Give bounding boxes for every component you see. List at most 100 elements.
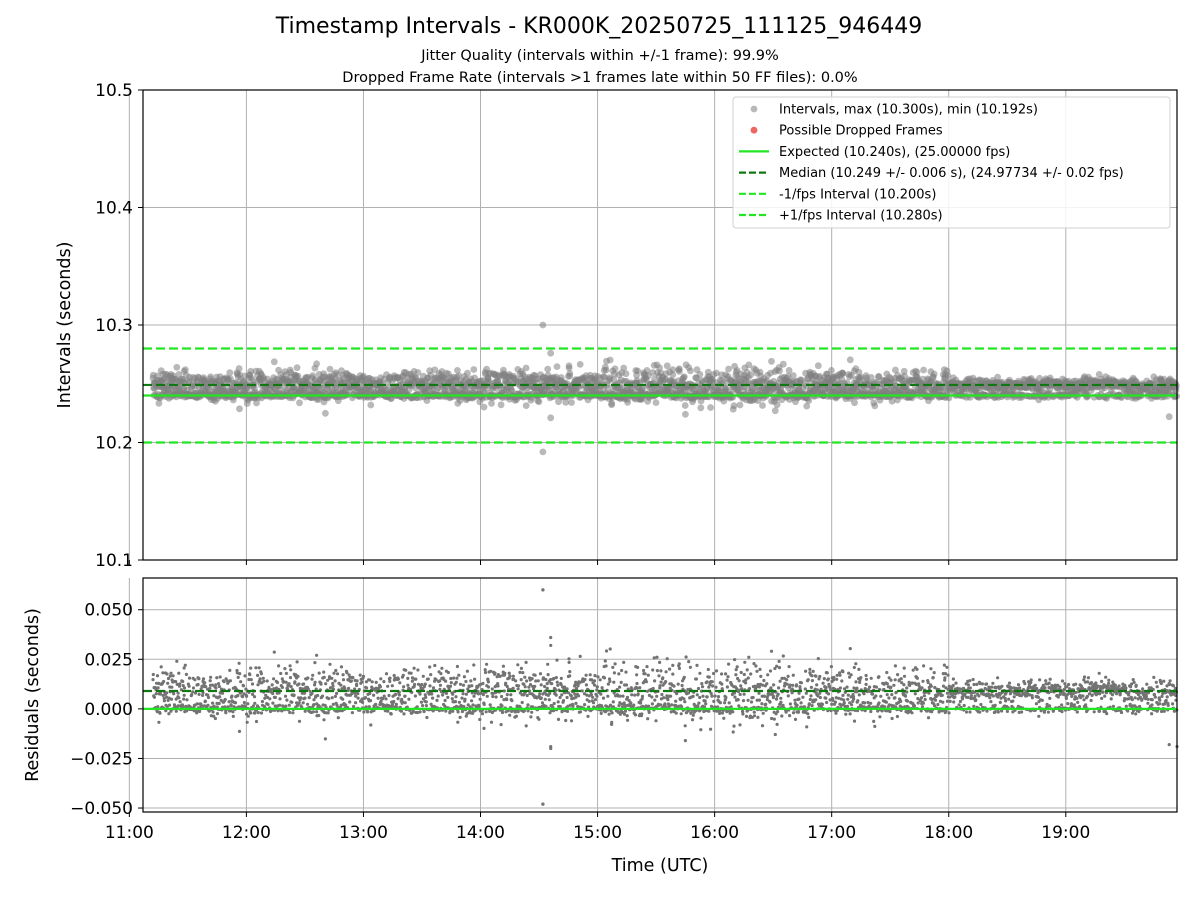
residual-point	[151, 678, 155, 682]
residual-point	[525, 693, 529, 698]
residual-point	[603, 659, 607, 663]
residual-point	[643, 672, 647, 676]
residual-point	[374, 680, 378, 685]
residual-point	[310, 691, 314, 696]
residual-point	[215, 676, 219, 680]
residual-point	[536, 679, 540, 683]
residual-point	[625, 714, 629, 718]
residual-point	[608, 647, 612, 651]
residual-point	[556, 683, 560, 687]
residual-point	[486, 680, 490, 684]
residual-point	[480, 712, 485, 716]
residual-point	[517, 684, 521, 688]
interval-point	[851, 399, 858, 407]
residual-point	[272, 677, 276, 681]
residual-point	[478, 717, 482, 722]
residual-point	[419, 700, 423, 704]
residual-point	[720, 672, 724, 676]
residual-point	[727, 662, 731, 666]
residual-point	[249, 678, 253, 682]
residual-point	[696, 686, 701, 691]
residual-point	[538, 692, 542, 696]
residual-point	[425, 715, 429, 720]
residual-point	[394, 692, 398, 696]
residual-point	[496, 684, 500, 688]
residual-point	[490, 687, 494, 691]
residual-point	[633, 693, 637, 697]
residual-point	[740, 687, 744, 691]
residual-point	[477, 704, 481, 709]
residual-point	[290, 700, 294, 704]
residual-point	[418, 692, 422, 696]
residual-point	[262, 679, 266, 683]
residual-point	[646, 717, 650, 721]
residual-point	[626, 718, 630, 722]
residual-point	[159, 665, 163, 669]
interval-point	[805, 397, 813, 404]
residual-point	[746, 698, 750, 702]
residual-point	[191, 690, 195, 694]
residual-point	[749, 700, 754, 704]
residual-point	[691, 694, 695, 699]
chart-subtitle-dropped: Dropped Frame Rate (intervals >1 frames …	[342, 70, 858, 86]
residual-point	[457, 700, 461, 704]
residual-point	[482, 702, 486, 707]
interval-point	[235, 365, 243, 372]
residual-point	[584, 673, 588, 677]
residual-point	[744, 681, 748, 685]
residual-point	[583, 703, 587, 707]
residual-point	[182, 697, 186, 701]
residual-point	[746, 676, 750, 680]
residual-point	[287, 682, 291, 686]
residual-point	[444, 691, 448, 696]
residual-point	[254, 719, 259, 724]
residual-point	[328, 662, 332, 666]
residual-point	[636, 665, 640, 670]
residual-point	[607, 712, 611, 716]
interval-point	[296, 399, 303, 407]
residual-point	[554, 693, 558, 697]
interval-point	[326, 365, 334, 373]
interval-point	[771, 407, 779, 415]
residual-point	[664, 680, 668, 684]
residual-point	[311, 710, 315, 714]
residual-point	[674, 711, 678, 715]
residual-point	[677, 662, 681, 666]
interval-point	[253, 399, 260, 407]
interval-point	[155, 400, 163, 407]
residual-point	[462, 675, 466, 679]
interval-point	[173, 363, 181, 371]
residual-point	[236, 694, 240, 698]
residual-point	[677, 666, 682, 671]
residual-point	[334, 668, 338, 673]
residual-point	[239, 680, 243, 684]
residual-point	[707, 709, 711, 713]
interval-point	[522, 402, 530, 409]
residual-point	[689, 711, 693, 715]
interval-point	[562, 399, 570, 406]
residual-point	[191, 686, 196, 690]
residual-point	[256, 673, 260, 678]
residual-point	[533, 684, 537, 689]
residual-point	[699, 716, 703, 720]
residual-point	[701, 694, 705, 698]
residual-point	[632, 703, 636, 707]
residual-point	[707, 675, 711, 679]
residual-point	[397, 693, 401, 697]
residual-point	[680, 683, 684, 688]
residual-point	[732, 724, 736, 728]
chart-subtitle-jitter: Jitter Quality (intervals within +/-1 fr…	[421, 48, 779, 64]
residual-point	[429, 673, 433, 677]
residual-point	[283, 667, 287, 671]
residual-point	[382, 694, 386, 698]
residual-point	[174, 709, 178, 713]
residual-point	[647, 710, 651, 715]
residual-point	[593, 698, 598, 702]
residual-point	[297, 682, 301, 686]
residual-point	[379, 677, 383, 681]
residual-point	[519, 678, 523, 682]
residual-point	[336, 716, 340, 720]
residual-point	[493, 671, 497, 675]
residual-point	[577, 694, 581, 698]
interval-point	[557, 374, 565, 381]
